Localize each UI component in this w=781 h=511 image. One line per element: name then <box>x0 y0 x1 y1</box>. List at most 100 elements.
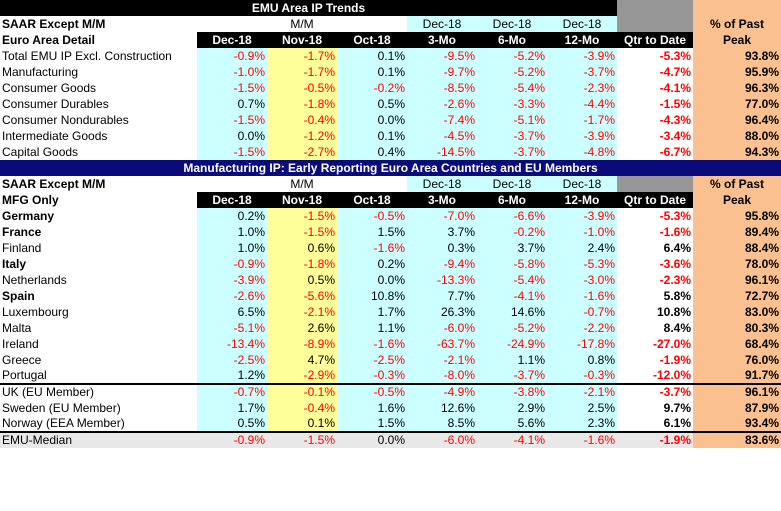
value-cell: 0.1% <box>337 48 407 64</box>
value-cell: 0.1% <box>267 416 337 432</box>
value-cell: -5.3% <box>659 208 692 223</box>
value-cell: 1.6% <box>337 400 407 416</box>
median-row: EMU-Median -0.9% -1.5% 0.0% -6.0% -4.1% -1.6% -… <box>0 431 781 448</box>
value-cell: -0.3% <box>547 368 618 384</box>
bottom-header-dec: Dec-18 <box>477 176 547 192</box>
value-cell: -7.4% <box>407 112 477 128</box>
median-value: -1.6% <box>547 431 618 448</box>
value-cell: 0.8% <box>547 352 618 368</box>
title-peak-cell <box>693 0 781 16</box>
country-row: Greece -2.5% 4.7% -2.5% -2.1% 1.1% 0.8% -1.9% 76… <box>0 352 781 368</box>
value-cell: -4.1% <box>477 288 547 304</box>
value-cell: -2.3% <box>659 272 692 287</box>
value-cell: -9.7% <box>407 64 477 80</box>
value-cell: -5.3% <box>659 48 692 63</box>
value-cell: -1.2% <box>267 128 337 144</box>
country-row: France 1.0% -1.5% 1.5% 3.7% -0.2% -1.0% -1.6% 89… <box>0 224 781 240</box>
value-cell: -0.9% <box>197 256 267 272</box>
country-label: Malta <box>2 320 32 335</box>
value-cell: -4.7% <box>659 64 692 79</box>
euro-detail-row: Manufacturing -1.0% -1.7% 0.1% -9.7% -5.2% -3.… <box>0 64 781 80</box>
value-cell: -1.7% <box>547 112 618 128</box>
value-cell: -2.5% <box>197 352 267 368</box>
value-cell: 9.7% <box>663 400 692 415</box>
value-cell: -5.1% <box>477 112 547 128</box>
value-cell: 0.5% <box>267 272 337 288</box>
value-cell: -4.9% <box>407 383 477 400</box>
value-cell: -1.5% <box>659 96 692 111</box>
value-cell: 96.4% <box>693 112 781 128</box>
value-cell: 4.7% <box>267 352 337 368</box>
bottom-header-row2: MFG Only Dec-18 Nov-18 Oct-18 3-Mo 6-Mo 12-Mo Q… <box>0 192 781 208</box>
bottom-header-saar: SAAR Except M/M <box>2 176 106 191</box>
bottom-header-col: Oct-18 <box>337 192 407 208</box>
value-cell: 91.7% <box>693 368 781 384</box>
value-cell: -6.0% <box>407 320 477 336</box>
value-cell: 1.5% <box>337 224 407 240</box>
bottom-header-col: Qtr to Date <box>617 192 694 208</box>
value-cell: 87.9% <box>693 400 781 416</box>
value-cell: -3.9% <box>547 128 618 144</box>
value-cell: -3.9% <box>197 272 267 288</box>
value-cell: -1.8% <box>267 256 337 272</box>
value-cell: 2.9% <box>477 400 547 416</box>
country-row: Finland 1.0% 0.6% -1.6% 0.3% 3.7% 2.4% 6.4% 88.4… <box>0 240 781 256</box>
country-row: Netherlands -3.9% 0.5% 0.0% -13.3% -5.4% -3.0%… <box>0 272 781 288</box>
value-cell: -3.7% <box>477 128 547 144</box>
value-cell: 2.5% <box>547 400 618 416</box>
value-cell: 1.7% <box>337 304 407 320</box>
value-cell: -0.5% <box>337 208 407 224</box>
country-row: Luxembourg 6.5% -2.1% 1.7% 26.3% 14.6% -0.7% 10… <box>0 304 781 320</box>
value-cell: -2.5% <box>337 352 407 368</box>
value-cell: -8.0% <box>407 368 477 384</box>
ip-trends-table: EMU Area IP Trends SAAR Except M/M M/M Dec-… <box>0 0 781 448</box>
median-value: -1.9% <box>617 431 694 448</box>
value-cell: 8.5% <box>407 416 477 432</box>
row-label: Intermediate Goods <box>2 128 108 143</box>
value-cell: -0.2% <box>337 80 407 96</box>
value-cell: -0.4% <box>267 400 337 416</box>
value-cell: 96.1% <box>693 383 781 400</box>
row-label: Total EMU IP Excl. Construction <box>2 48 172 63</box>
top-header-col: 6-Mo <box>477 32 547 48</box>
eu-member-label: Norway (EEA Member) <box>2 416 125 430</box>
top-header-row2: Euro Area Detail Dec-18 Nov-18 Oct-18 3-Mo 6-… <box>0 32 781 48</box>
value-cell: -3.9% <box>547 208 618 224</box>
value-cell: -0.9% <box>197 48 267 64</box>
bottom-header-label: MFG Only <box>2 192 59 207</box>
row-label: Manufacturing <box>2 64 79 79</box>
value-cell: 76.0% <box>693 352 781 368</box>
row-label: Capital Goods <box>2 144 79 159</box>
value-cell: 3.7% <box>477 240 547 256</box>
value-cell: -5.8% <box>477 256 547 272</box>
value-cell: 95.8% <box>693 208 781 224</box>
title-gray-cell <box>617 0 694 16</box>
title-row: EMU Area IP Trends <box>0 0 781 16</box>
bottom-header-col: Nov-18 <box>267 192 337 208</box>
row-label: Consumer Nondurables <box>2 112 129 127</box>
value-cell: -4.4% <box>547 96 618 112</box>
median-value: -0.9% <box>197 431 267 448</box>
bottom-header-col: 12-Mo <box>547 192 618 208</box>
value-cell: -17.8% <box>547 336 618 352</box>
value-cell: 10.8% <box>656 304 692 319</box>
top-header-dec: Dec-18 <box>407 16 477 32</box>
value-cell: -14.5% <box>407 144 477 160</box>
value-cell: -2.6% <box>197 288 267 304</box>
value-cell: 7.7% <box>407 288 477 304</box>
value-cell: 88.0% <box>693 128 781 144</box>
bottom-header-col: 3-Mo <box>407 192 477 208</box>
value-cell: -13.3% <box>407 272 477 288</box>
value-cell: 89.4% <box>693 224 781 240</box>
eu-member-row: Norway (EEA Member) 0.5% 0.1% 1.5% 8.5% 5.6% 2… <box>0 416 781 432</box>
value-cell: 83.0% <box>693 304 781 320</box>
value-cell: -3.7% <box>477 368 547 384</box>
country-row: Malta -5.1% 2.6% 1.1% -6.0% -5.2% -2.2% 8.4% 80.… <box>0 320 781 336</box>
country-row: Germany 0.2% -1.5% -0.5% -7.0% -6.6% -3.9% -5.3… <box>0 208 781 224</box>
median-label: EMU-Median <box>0 431 197 448</box>
value-cell: -0.2% <box>477 224 547 240</box>
value-cell: 1.2% <box>197 368 267 384</box>
value-cell: -1.5% <box>197 144 267 160</box>
value-cell: -0.5% <box>267 80 337 96</box>
value-cell: -7.0% <box>407 208 477 224</box>
